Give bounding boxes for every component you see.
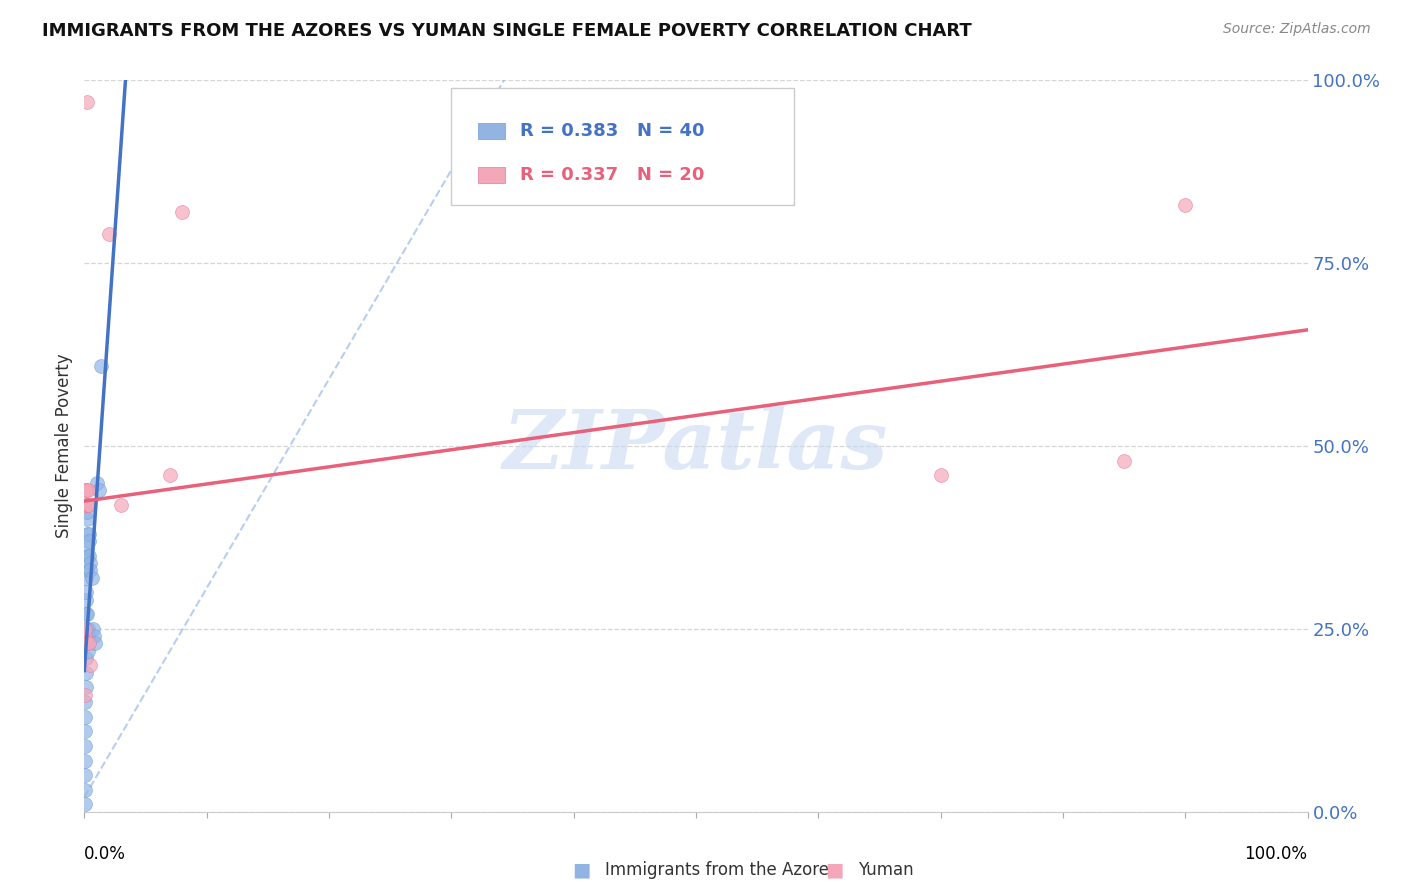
Text: IMMIGRANTS FROM THE AZORES VS YUMAN SINGLE FEMALE POVERTY CORRELATION CHART: IMMIGRANTS FROM THE AZORES VS YUMAN SING… xyxy=(42,22,972,40)
Point xyxy=(84,636,107,650)
Point xyxy=(929,468,952,483)
Point xyxy=(76,636,98,650)
Point xyxy=(75,665,97,680)
Point xyxy=(75,695,97,709)
Point xyxy=(76,549,98,563)
Point xyxy=(77,526,100,541)
Point xyxy=(75,483,97,497)
Point xyxy=(110,498,132,512)
Point xyxy=(172,205,194,219)
Point xyxy=(79,658,101,673)
Point xyxy=(75,651,97,665)
FancyBboxPatch shape xyxy=(451,87,794,204)
Point xyxy=(76,498,98,512)
Point xyxy=(79,556,101,570)
Point xyxy=(77,483,100,497)
Point xyxy=(75,622,97,636)
Point xyxy=(75,592,97,607)
Point xyxy=(73,754,96,768)
Point xyxy=(77,629,100,643)
Point xyxy=(79,563,101,577)
Text: R = 0.337   N = 20: R = 0.337 N = 20 xyxy=(520,166,704,184)
Point xyxy=(75,739,97,753)
Point xyxy=(77,498,100,512)
Point xyxy=(76,607,98,622)
Point xyxy=(76,512,98,526)
Point xyxy=(90,359,112,373)
Point xyxy=(86,475,108,490)
Text: Immigrants from the Azores: Immigrants from the Azores xyxy=(605,861,838,879)
Point xyxy=(75,681,97,695)
Point xyxy=(1114,453,1136,467)
Point xyxy=(75,622,97,636)
Point xyxy=(73,768,96,782)
Point xyxy=(97,227,120,241)
Bar xyxy=(478,167,505,183)
Point xyxy=(77,636,100,650)
Point xyxy=(77,549,100,563)
Point xyxy=(87,483,110,497)
Text: ■: ■ xyxy=(572,860,591,880)
Text: 100.0%: 100.0% xyxy=(1244,845,1308,863)
Text: Yuman: Yuman xyxy=(858,861,914,879)
Point xyxy=(75,607,97,622)
Point xyxy=(76,563,98,577)
Point xyxy=(76,505,98,519)
Text: R = 0.383   N = 40: R = 0.383 N = 40 xyxy=(520,121,704,140)
Point xyxy=(75,709,97,723)
Bar xyxy=(478,123,505,139)
Point xyxy=(77,644,100,658)
Point xyxy=(75,498,97,512)
Point xyxy=(76,526,98,541)
Point xyxy=(73,782,96,797)
Point xyxy=(76,622,98,636)
Text: Source: ZipAtlas.com: Source: ZipAtlas.com xyxy=(1223,22,1371,37)
Point xyxy=(75,483,97,497)
Point xyxy=(75,636,97,650)
Point xyxy=(75,571,97,585)
Point xyxy=(73,797,96,812)
Point xyxy=(73,629,96,643)
Point xyxy=(76,541,98,556)
Point xyxy=(73,688,96,702)
Point xyxy=(159,468,181,483)
Point xyxy=(76,95,98,110)
Point xyxy=(83,629,105,643)
Point xyxy=(75,724,97,739)
Text: ZIPatlas: ZIPatlas xyxy=(503,406,889,486)
Point xyxy=(75,585,97,599)
Text: 0.0%: 0.0% xyxy=(84,845,127,863)
Point xyxy=(82,622,104,636)
Point xyxy=(1174,197,1197,211)
Point xyxy=(80,571,103,585)
Point xyxy=(76,498,98,512)
Point xyxy=(77,534,100,549)
Y-axis label: Single Female Poverty: Single Female Poverty xyxy=(55,354,73,538)
Text: ■: ■ xyxy=(825,860,844,880)
